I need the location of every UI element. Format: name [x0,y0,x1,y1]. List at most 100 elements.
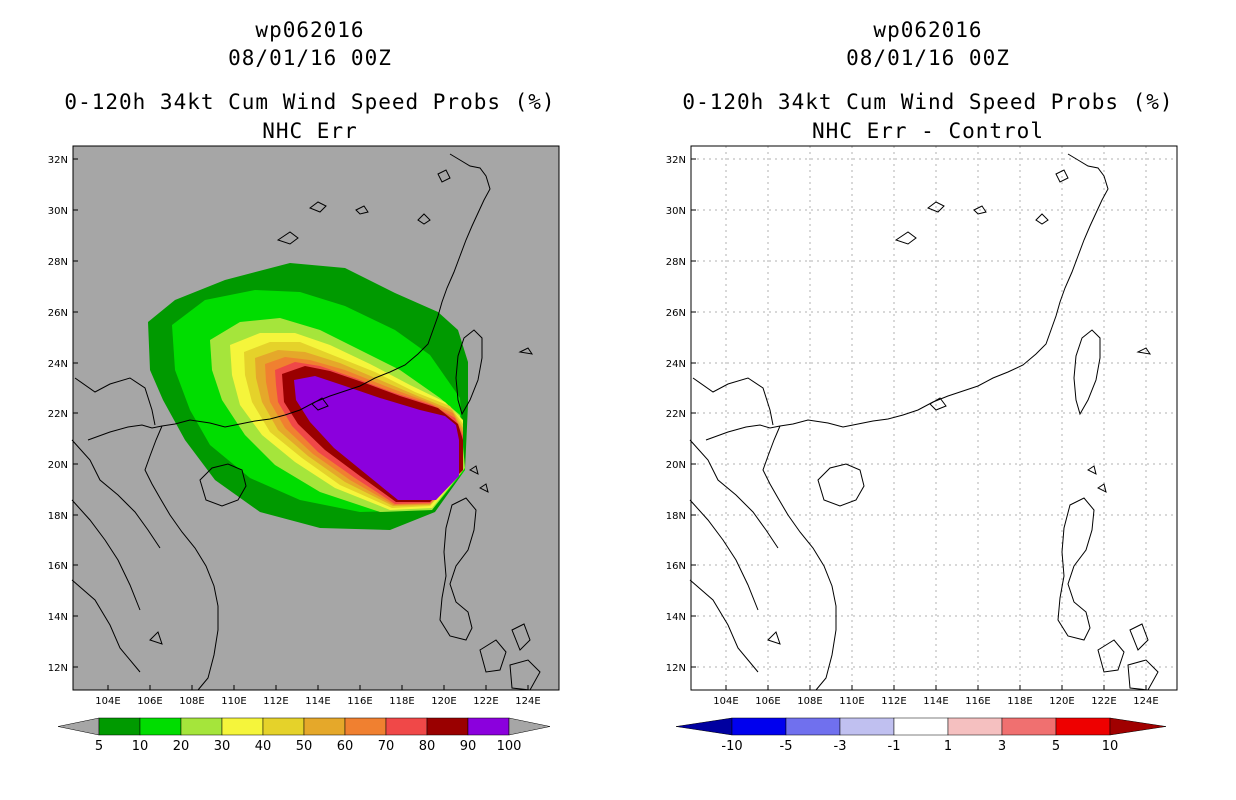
colorbar-under-triangle [675,717,733,736]
lon-label: 104E [713,696,738,707]
lat-label: 24N [48,359,68,370]
colorbar-label: 1 [944,739,952,754]
lat-label: 24N [666,359,686,370]
right-map-frame [690,145,1178,691]
lon-label: 104E [95,696,120,707]
lat-label: 22N [48,409,68,420]
lon-label: 124E [1133,696,1158,707]
colorbar-box [467,717,510,736]
left-product-title: 0-120h 34kt Cum Wind Speed Probs (%) [64,90,556,114]
colorbar-box [1055,717,1111,736]
colorbar-box [98,717,141,736]
lon-label: 108E [179,696,204,707]
colorbar-box [839,717,895,736]
colorbar-label: -5 [780,739,793,754]
colorbar-label: 60 [337,739,354,754]
lat-label: 22N [666,409,686,420]
lat-label: 16N [48,561,68,572]
colorbar-over-triangle [508,717,551,736]
colorbar-label: 10 [1102,739,1119,754]
left-storm-id: wp062016 [255,18,365,42]
right-datetime: 08/01/16 00Z [846,46,1010,70]
colorbar-box [303,717,346,736]
lon-label: 118E [1007,696,1032,707]
lon-label: 116E [347,696,372,707]
left-subtitle: NHC Err [262,119,358,143]
contour-90 [294,376,459,500]
right-map-panel: 32N 30N 28N 26N 24N 22N 20N 18N 16N 14N 12N 104E 10… [666,145,1178,707]
colorbar-box [139,717,182,736]
lat-label: 32N [48,155,68,166]
lat-label: 14N [48,612,68,623]
colorbar-label: 70 [378,739,395,754]
lon-label: 112E [881,696,906,707]
left-map-frame [72,145,560,691]
colorbar-box [947,717,1003,736]
lon-label: 114E [305,696,330,707]
left-lon-axis: 104E 106E 108E 110E 112E 114E 116E 118E 120E 122E… [95,685,541,707]
colorbar-box [385,717,428,736]
lat-label: 26N [48,308,68,319]
lon-label: 110E [839,696,864,707]
lat-label: 18N [48,511,68,522]
lon-label: 116E [965,696,990,707]
colorbar-label: 5 [1052,739,1060,754]
colorbar-label: 40 [255,739,272,754]
colorbar-label: -3 [834,739,847,754]
colorbar-box [1001,717,1057,736]
lon-label: 114E [923,696,948,707]
lat-label: 30N [666,206,686,217]
colorbar-under-triangle [57,717,100,736]
lat-label: 12N [48,663,68,674]
right-product-title: 0-120h 34kt Cum Wind Speed Probs (%) [682,90,1174,114]
colorbar-label: 10 [132,739,149,754]
lon-label: 120E [431,696,456,707]
lat-label: 28N [48,257,68,268]
lat-label: 12N [666,663,686,674]
lat-label: 30N [48,206,68,217]
right-storm-id: wp062016 [873,18,983,42]
lon-label: 120E [1049,696,1074,707]
colorbar-label: 30 [214,739,231,754]
lon-label: 122E [473,696,498,707]
colorbar-box [785,717,841,736]
lat-label: 20N [666,460,686,471]
colorbar-label: 50 [296,739,313,754]
lon-label: 106E [755,696,780,707]
left-lat-axis: 32N 30N 28N 26N 24N 22N 20N 18N 16N 14N 12N [48,155,78,674]
lon-label: 124E [515,696,540,707]
colorbar-box [180,717,223,736]
colorbar-over-triangle [1109,717,1167,736]
colorbar-box [344,717,387,736]
lat-label: 18N [666,511,686,522]
lat-label: 28N [666,257,686,268]
lat-label: 14N [666,612,686,623]
colorbar-label: 90 [460,739,477,754]
right-gridlines [691,146,1177,690]
colorbar-label: 100 [497,739,522,754]
colorbar-label: 20 [173,739,190,754]
right-colorbar: -10 -5 -3 -1 1 3 5 10 [675,717,1167,754]
left-colorbar: 5 10 20 30 40 50 60 70 80 90 100 [57,717,551,754]
colorbar-label: 80 [419,739,436,754]
colorbar-label: -1 [888,739,901,754]
colorbar-label: 5 [95,739,103,754]
lon-label: 106E [137,696,162,707]
right-lon-axis: 104E 106E 108E 110E 112E 114E 116E 118E 120E 122E… [713,685,1159,707]
lon-label: 118E [389,696,414,707]
right-lat-axis: 32N 30N 28N 26N 24N 22N 20N 18N 16N 14N 12N [666,155,696,674]
lat-label: 16N [666,561,686,572]
colorbar-box [221,717,264,736]
colorbar-box [893,717,949,736]
lon-label: 110E [221,696,246,707]
colorbar-box [426,717,469,736]
lat-label: 32N [666,155,686,166]
colorbar-box [731,717,787,736]
lon-label: 112E [263,696,288,707]
lon-label: 108E [797,696,822,707]
lat-label: 26N [666,308,686,319]
left-datetime: 08/01/16 00Z [228,46,392,70]
colorbar-label: 3 [998,739,1006,754]
